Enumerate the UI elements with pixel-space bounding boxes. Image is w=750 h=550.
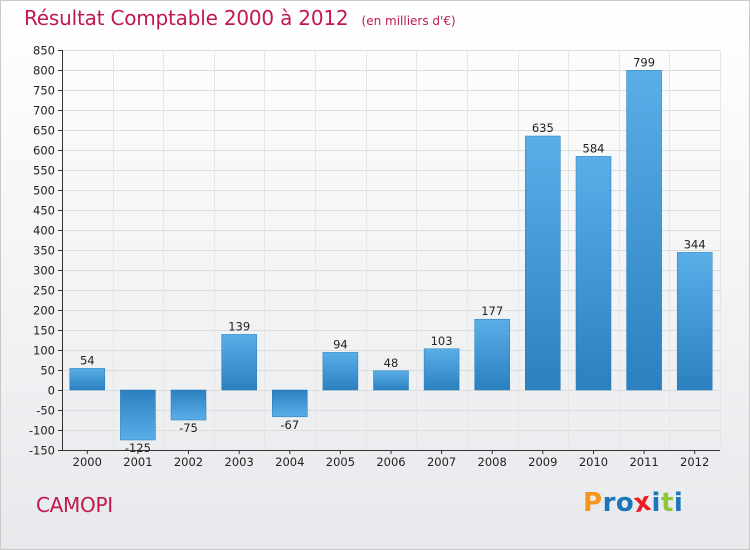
chart-subtitle: (en milliers d'€) bbox=[361, 14, 456, 28]
x-tick-label: 2010 bbox=[579, 455, 608, 469]
chart-title: Résultat Comptable 2000 à 2012 bbox=[24, 6, 349, 30]
data-label: -75 bbox=[179, 421, 198, 435]
x-tick-label: 2011 bbox=[629, 455, 658, 469]
y-tick-label: 750 bbox=[33, 84, 55, 98]
data-label: 344 bbox=[684, 237, 706, 251]
data-label: 54 bbox=[80, 353, 95, 367]
proxiti-logo: Proxiti bbox=[583, 487, 684, 520]
y-tick-label: 850 bbox=[33, 44, 55, 58]
y-tick-label: 0 bbox=[48, 384, 55, 398]
bar bbox=[525, 135, 561, 391]
bar bbox=[575, 156, 612, 391]
x-tick-label: 2012 bbox=[680, 455, 709, 469]
data-label: 635 bbox=[532, 121, 554, 135]
x-tick-label: 2000 bbox=[73, 455, 102, 469]
bar bbox=[322, 352, 359, 391]
y-tick-label: 50 bbox=[40, 364, 55, 378]
y-tick-label: -150 bbox=[29, 444, 55, 458]
logo-letter: t bbox=[660, 488, 674, 518]
logo-letter: r bbox=[602, 488, 616, 518]
town-name: CAMOPI bbox=[36, 493, 113, 517]
data-label: -125 bbox=[125, 441, 151, 455]
y-tick-label: 600 bbox=[33, 144, 55, 158]
y-tick-label: -50 bbox=[36, 404, 55, 418]
data-label: 584 bbox=[583, 141, 605, 155]
y-tick-label: -100 bbox=[29, 424, 55, 438]
data-label: 799 bbox=[633, 55, 655, 69]
bar bbox=[373, 370, 409, 391]
x-tick-label: 2003 bbox=[225, 455, 254, 469]
x-tick-label: 2005 bbox=[326, 455, 355, 469]
data-label: 103 bbox=[431, 334, 453, 348]
x-tick-label: 2001 bbox=[123, 455, 152, 469]
y-tick-label: 250 bbox=[33, 284, 55, 298]
data-label: 139 bbox=[228, 319, 250, 333]
y-tick-label: 650 bbox=[33, 124, 55, 138]
data-label: 177 bbox=[481, 304, 503, 318]
bar bbox=[626, 70, 662, 391]
logo-letter: i bbox=[651, 488, 661, 518]
x-tick-label: 2009 bbox=[528, 455, 557, 469]
x-tick-label: 2007 bbox=[427, 455, 456, 469]
y-tick-label: 700 bbox=[33, 104, 55, 118]
bar bbox=[272, 389, 308, 418]
data-label: 94 bbox=[333, 337, 348, 351]
bar bbox=[69, 368, 106, 391]
x-tick-label: 2002 bbox=[174, 455, 203, 469]
bar bbox=[120, 389, 156, 441]
logo-letter: i bbox=[673, 488, 684, 518]
bar bbox=[423, 348, 460, 391]
y-tick-label: 400 bbox=[33, 224, 55, 238]
data-label: 48 bbox=[384, 356, 399, 370]
x-tick-label: 2004 bbox=[275, 455, 304, 469]
bar bbox=[676, 252, 713, 391]
y-tick-label: 500 bbox=[33, 184, 55, 198]
x-tick-label: 2008 bbox=[478, 455, 507, 469]
y-tick-label: 350 bbox=[33, 244, 55, 258]
title-row: Résultat Comptable 2000 à 2012 (en milli… bbox=[24, 6, 456, 30]
y-tick-label: 800 bbox=[33, 64, 55, 78]
y-tick-label: 100 bbox=[33, 344, 55, 358]
y-tick-label: 550 bbox=[33, 164, 55, 178]
x-tick-label: 2006 bbox=[376, 455, 405, 469]
bar bbox=[474, 318, 510, 391]
y-tick-label: 450 bbox=[33, 204, 55, 218]
data-label: -67 bbox=[280, 418, 299, 432]
y-tick-label: 300 bbox=[33, 264, 55, 278]
bar bbox=[170, 389, 207, 421]
y-tick-label: 200 bbox=[33, 304, 55, 318]
y-tick-label: 150 bbox=[33, 324, 55, 338]
bar bbox=[221, 334, 257, 391]
logo-letter: o bbox=[615, 488, 635, 518]
logo-letter: P bbox=[583, 488, 603, 518]
